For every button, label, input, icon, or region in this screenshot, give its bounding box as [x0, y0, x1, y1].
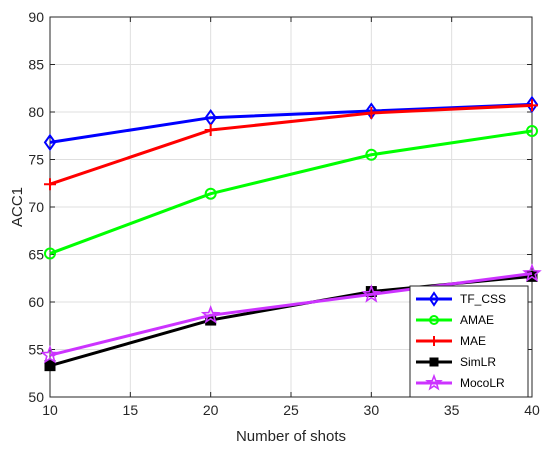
- legend-item: MocoLR: [416, 373, 505, 391]
- x-tick-label: 30: [364, 402, 380, 418]
- data-point-marker: [428, 291, 440, 307]
- data-point-marker: [429, 357, 439, 367]
- y-tick-label: 80: [28, 104, 44, 120]
- x-tick-label: 20: [203, 402, 219, 418]
- data-point-marker: [204, 124, 217, 137]
- series-amae: [44, 125, 538, 260]
- legend-item: SimLR: [416, 355, 496, 369]
- data-point-marker: [429, 315, 439, 325]
- legend-item: MAE: [416, 334, 486, 348]
- y-axis-title: ACC1: [9, 187, 26, 227]
- series-mae: [44, 99, 538, 191]
- legend-label: MocoLR: [460, 376, 505, 390]
- axis-ticks: 10 15 20 25 30 35 40 50 55 60 65 70 75 80 85 90: [28, 9, 540, 418]
- series-line: [49, 272, 533, 357]
- x-tick-label: 40: [524, 402, 540, 418]
- legend: TF_CSS AMAE MAE SimLR MocoLR: [409, 285, 529, 398]
- y-tick-label: 65: [28, 247, 44, 263]
- data-point-marker: [40, 344, 60, 364]
- data-point-marker: [43, 133, 57, 152]
- legend-label: TF_CSS: [460, 292, 506, 306]
- series-layer: [40, 95, 542, 372]
- data-point-marker: [361, 284, 382, 303]
- data-point-marker: [525, 95, 539, 114]
- legend-label: MAE: [460, 334, 486, 348]
- data-point-marker: [526, 125, 538, 137]
- x-axis-title: Number of shots: [236, 428, 346, 445]
- y-tick-label: 70: [28, 199, 44, 215]
- y-tick-label: 75: [28, 152, 44, 168]
- series-line: [49, 103, 533, 186]
- legend-label: AMAE: [460, 313, 494, 327]
- x-tick-label: 35: [444, 402, 460, 418]
- x-tick-label: 15: [123, 402, 139, 418]
- data-point-marker: [44, 178, 56, 191]
- x-tick-label: 25: [283, 402, 299, 418]
- data-point-marker: [365, 148, 378, 161]
- y-tick-label: 55: [28, 342, 44, 358]
- legend-label: SimLR: [460, 355, 496, 369]
- y-tick-label: 85: [28, 57, 44, 73]
- data-point-marker: [204, 187, 217, 200]
- data-point-marker: [429, 336, 439, 346]
- data-point-marker: [526, 99, 538, 112]
- y-tick-label: 60: [28, 294, 44, 310]
- y-tick-label: 50: [28, 389, 44, 405]
- data-point-marker: [425, 373, 443, 391]
- legend-item: AMAE: [416, 313, 494, 327]
- y-tick-label: 90: [28, 9, 44, 25]
- legend-item: TF_CSS: [416, 291, 506, 307]
- data-point-marker: [200, 305, 221, 324]
- data-point-marker: [522, 263, 542, 282]
- series-line: [49, 129, 533, 255]
- data-point-marker: [44, 360, 56, 372]
- series-mocolr: [40, 263, 542, 364]
- x-tick-label: 10: [42, 402, 58, 418]
- data-point-marker: [44, 247, 56, 260]
- data-point-marker: [365, 106, 378, 119]
